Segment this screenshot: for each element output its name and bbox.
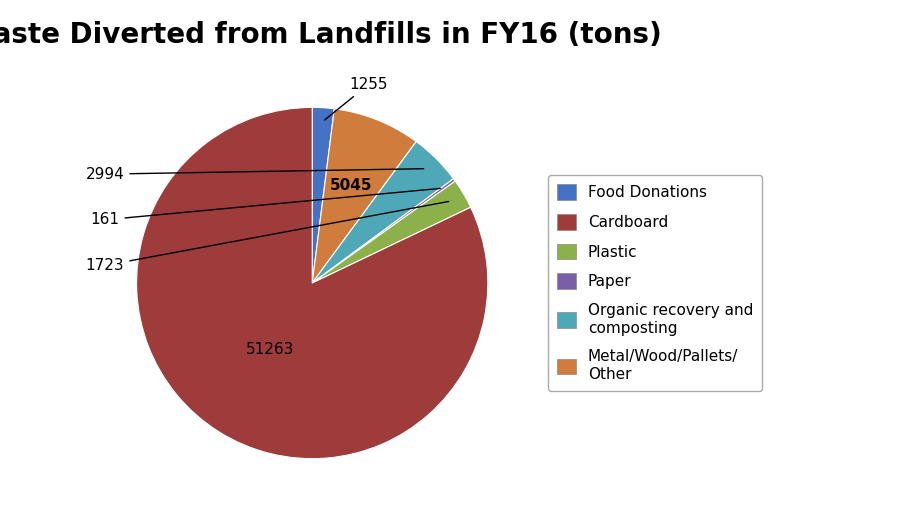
Wedge shape — [312, 109, 416, 283]
Text: 1723: 1723 — [86, 202, 449, 273]
Wedge shape — [312, 179, 455, 283]
Wedge shape — [137, 107, 488, 459]
Text: 1255: 1255 — [325, 77, 387, 120]
Wedge shape — [312, 107, 334, 283]
Wedge shape — [312, 181, 471, 283]
Wedge shape — [312, 142, 453, 283]
Text: 51263: 51263 — [246, 342, 294, 358]
Text: 2994: 2994 — [86, 167, 424, 181]
Text: 161: 161 — [90, 188, 440, 227]
Text: 5045: 5045 — [330, 178, 373, 193]
Title: Waste Diverted from Landfills in FY16 (tons): Waste Diverted from Landfills in FY16 (t… — [0, 21, 662, 49]
Legend: Food Donations, Cardboard, Plastic, Paper, Organic recovery and
composting, Meta: Food Donations, Cardboard, Plastic, Pape… — [548, 175, 762, 391]
